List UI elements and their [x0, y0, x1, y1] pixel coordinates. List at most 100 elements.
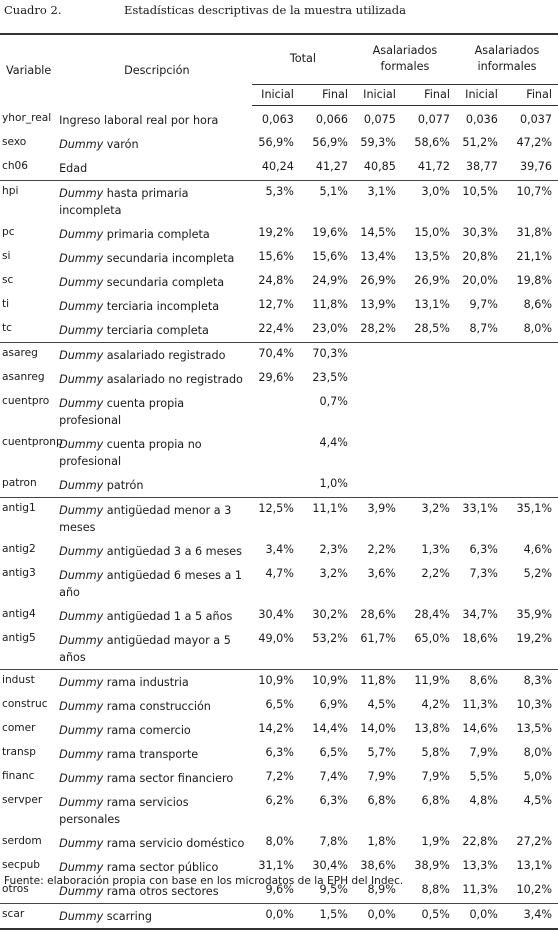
value-cell-informales-inicial: 13,3%	[462, 859, 498, 872]
value-cell-informales-inicial	[456, 391, 504, 432]
value-cell-formales-inicial: 61,7%	[360, 632, 396, 645]
value-cell-informales-final: 8,6%	[523, 298, 552, 311]
value-cell-formales-inicial: 13,4%	[360, 250, 396, 263]
table-caption: Cuadro 2. Estadísticas descriptivas de l…	[4, 3, 406, 17]
table-row: financ Dummy rama sector financiero 7,2% 7,…	[0, 766, 558, 790]
variable-cell: cuentpro	[2, 395, 50, 407]
dummy-label: Dummy	[59, 397, 104, 410]
value-cell-formales-final	[402, 391, 456, 432]
table-row: hpi Dummy hasta primaria incompleta 5,3% 5,…	[0, 180, 558, 222]
variable-cell: yhor_real	[2, 112, 52, 124]
description-text: antigüedad menor a 3 meses	[59, 504, 232, 534]
table-row: scar Dummy scarring 0,0% 1,5% 0,0% 0,5% 0,0% 3,…	[0, 903, 558, 930]
table-row: antig5 Dummy antigüedad mayor a 5 años 49,…	[0, 628, 558, 670]
value-cell-formales-inicial: 0,0%	[353, 903, 402, 930]
value-cell-formales-final	[401, 342, 456, 367]
description-text: rama industria	[106, 676, 189, 689]
value-cell-formales-final: 6,8%	[421, 794, 450, 807]
value-cell-informales-inicial: 34,7%	[462, 608, 498, 621]
description-cell: Dummy antigüedad 1 a 5 años	[56, 604, 252, 628]
value-cell-total-final: 14,4%	[312, 722, 348, 735]
description-text: asalariado no registrado	[106, 373, 243, 386]
description-cell: Dummy terciaria completa	[56, 318, 252, 343]
value-cell-informales-final	[504, 432, 558, 473]
variable-cell: hpi	[0, 180, 57, 222]
value-cell-informales-final: 8,0%	[523, 322, 552, 335]
value-cell-formales-final: 13,5%	[414, 250, 450, 263]
dummy-label: Dummy	[59, 438, 104, 451]
description-cell: Dummy rama servicios personales	[56, 790, 252, 831]
value-cell-total-inicial	[252, 391, 300, 432]
group-line1: Asalariados	[372, 44, 438, 58]
value-cell-informales-inicial: 7,9%	[469, 746, 498, 759]
value-cell-formales-inicial	[354, 367, 402, 391]
value-cell-formales-inicial: 38,6%	[360, 859, 396, 872]
table-row: serdom Dummy rama servicio doméstico 8,0% 7…	[0, 831, 558, 855]
description-cell: Dummy secundaria completa	[56, 270, 252, 294]
value-cell-informales-final: 13,1%	[516, 859, 552, 872]
value-cell-informales-final: 35,9%	[516, 608, 552, 621]
value-cell-formales-inicial: 5,7%	[367, 746, 396, 759]
value-cell-informales-inicial: 38,77	[465, 160, 498, 173]
variable-cell: sc	[2, 274, 14, 286]
description-text: antigüedad 6 meses a 1 año	[59, 569, 242, 599]
value-cell-informales-final: 3,4%	[503, 903, 558, 930]
table-row: secpub Dummy rama sector público 31,1% 30,4…	[0, 855, 558, 879]
header-inicial: Inicial	[455, 83, 504, 106]
value-cell-informales-inicial	[456, 432, 504, 473]
group-line2: formales	[380, 60, 430, 74]
variable-cell: asareg	[0, 342, 57, 367]
dummy-label: Dummy	[59, 772, 104, 785]
description-cell: Dummy asalariado no registrado	[56, 367, 252, 391]
value-cell-total-final: 24,9%	[312, 274, 348, 287]
variable-cell: indust	[0, 669, 57, 694]
value-cell-formales-inicial	[354, 432, 402, 473]
table-row: indust Dummy rama industria 10,9% 10,9% 11,8…	[0, 669, 558, 694]
value-cell-total-inicial: 6,5%	[265, 698, 294, 711]
description-text: antigüedad 3 a 6 meses	[106, 545, 242, 558]
table-row: asareg Dummy asalariado registrado 70,4% 70…	[0, 342, 558, 367]
value-cell-informales-inicial: 8,6%	[455, 669, 504, 694]
value-cell-formales-final: 2,2%	[421, 567, 450, 580]
dummy-label: Dummy	[59, 861, 104, 874]
value-cell-formales-final: 65,0%	[414, 632, 450, 645]
description-text: patrón	[106, 479, 144, 492]
value-cell-formales-inicial: 0,075	[363, 112, 396, 126]
dummy-label: Dummy	[59, 138, 104, 151]
description-cell: Dummy terciaria incompleta	[56, 294, 252, 318]
description-cell: Dummy antigüedad 3 a 6 meses	[56, 539, 252, 563]
description-text: hasta primaria incompleta	[59, 187, 189, 217]
value-cell-total-inicial: 56,9%	[258, 136, 294, 149]
description-text: terciaria incompleta	[106, 300, 220, 313]
description-text: terciaria completa	[106, 324, 209, 337]
table-row: antig1 Dummy antigüedad menor a 3 meses 12…	[0, 497, 558, 539]
dummy-label: Dummy	[59, 252, 104, 265]
value-cell-informales-final: 27,2%	[516, 835, 552, 848]
caption-title: Estadísticas descriptivas de la muestra …	[124, 3, 406, 17]
description-text: rama servicio doméstico	[106, 837, 245, 850]
value-cell-formales-final: 15,0%	[414, 226, 450, 239]
value-cell-informales-final: 8,3%	[503, 669, 558, 694]
description-cell: Dummy rama servicio doméstico	[56, 831, 252, 855]
variable-cell: antig2	[2, 543, 36, 555]
value-cell-formales-inicial: 6,8%	[367, 794, 396, 807]
value-cell-formales-final: 13,8%	[414, 722, 450, 735]
value-cell-total-inicial: 31,1%	[258, 859, 294, 872]
value-cell-formales-final: 26,9%	[414, 274, 450, 287]
description-text: antigüedad mayor a 5 años	[59, 634, 231, 664]
group-line1: Asalariados	[474, 44, 540, 58]
header-final: Final	[401, 83, 456, 106]
value-cell-informales-inicial: 4,8%	[469, 794, 498, 807]
description-text: rama sector público	[106, 861, 219, 874]
dummy-label: Dummy	[59, 545, 104, 558]
description-cell: Dummy primaria completa	[56, 222, 252, 246]
header-inicial: Inicial	[251, 83, 300, 106]
table-row: construc Dummy rama construcción 6,5% 6,9% 4…	[0, 694, 558, 718]
value-cell-formales-final: 41,72	[417, 160, 450, 173]
value-cell-informales-final: 35,1%	[503, 497, 558, 539]
value-cell-total-final: 0,066	[315, 112, 348, 126]
value-cell-informales-inicial: 11,3%	[462, 883, 498, 896]
value-cell-total-final: 5,1%	[299, 180, 354, 222]
value-cell-total-final: 53,2%	[312, 632, 348, 645]
dummy-label: Dummy	[59, 569, 104, 582]
